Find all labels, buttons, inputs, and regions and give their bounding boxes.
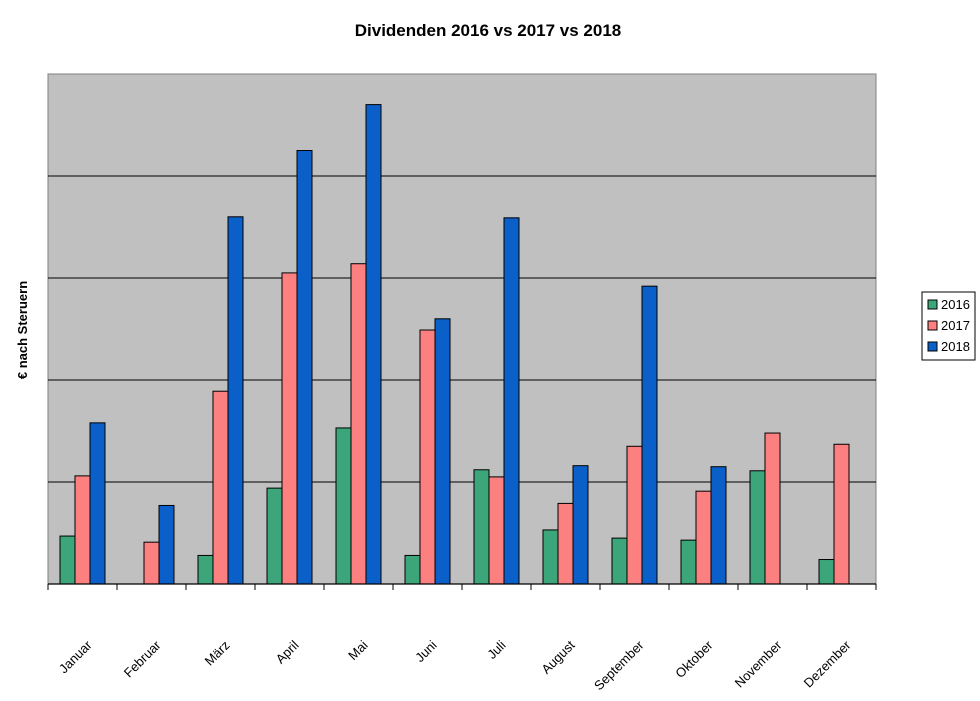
bar-2016-november — [749, 470, 766, 585]
x-tick-label: April — [273, 637, 302, 666]
bar-2016-juni — [404, 554, 421, 585]
bar-2016-januar — [59, 535, 76, 585]
bar-2016-april — [266, 487, 283, 585]
bar-2018-oktober — [710, 466, 727, 585]
x-tick-label: Dezember — [801, 637, 854, 690]
bar-2018-märz — [227, 216, 244, 585]
bar-2017-august — [557, 502, 574, 585]
y-axis-label: € nach Steruern — [15, 281, 30, 379]
bar-2017-dezember — [833, 443, 850, 585]
bar-2017-märz — [212, 390, 229, 585]
bar-2016-dezember — [818, 559, 835, 585]
bar-2017-mai — [350, 263, 367, 585]
x-tick-label: Juli — [484, 637, 508, 661]
bar-2017-juni — [419, 329, 436, 585]
bar-2017-januar — [74, 475, 91, 585]
bar-2016-oktober — [680, 539, 697, 585]
bar-2018-september — [641, 285, 658, 585]
legend-label-2016: 2016 — [941, 297, 970, 312]
x-tick-label: Februar — [121, 637, 164, 680]
bar-2018-februar — [158, 504, 175, 585]
legend-label-2018: 2018 — [941, 339, 970, 354]
x-tick-label: Mai — [345, 637, 370, 662]
bar-2017-april — [281, 272, 298, 585]
bar-2016-märz — [197, 554, 214, 585]
bar-2018-juni — [434, 318, 451, 585]
legend-swatch-2016 — [927, 299, 938, 310]
x-tick-label: Juni — [412, 637, 440, 665]
x-tick-label: Januar — [56, 637, 95, 676]
bar-2016-mai — [335, 427, 352, 585]
bar-2017-september — [626, 445, 643, 585]
bar-2017-november — [764, 432, 781, 585]
legend-swatch-2018 — [927, 341, 938, 352]
bar-2017-februar — [143, 541, 160, 585]
bar-2018-april — [296, 150, 313, 585]
legend-label-2017: 2017 — [941, 318, 970, 333]
bar-2018-mai — [365, 104, 382, 585]
bar-2016-august — [542, 529, 559, 585]
plot-area — [47, 73, 877, 585]
x-tick-label: November — [732, 637, 785, 690]
x-tick-label: Oktober — [672, 637, 716, 681]
x-tick-label: August — [538, 637, 577, 676]
chart-title: Dividenden 2016 vs 2017 vs 2018 — [355, 21, 622, 40]
bar-2017-oktober — [695, 490, 712, 585]
bar-2018-januar — [89, 422, 106, 585]
bar-2016-september — [611, 537, 628, 585]
x-tick-label: September — [591, 637, 647, 693]
legend-swatch-2017 — [927, 320, 938, 331]
x-tick-label: März — [202, 638, 233, 669]
bar-2018-august — [572, 465, 589, 585]
bar-2016-juli — [473, 469, 490, 585]
bar-2017-juli — [488, 476, 505, 585]
bar-2018-juli — [503, 217, 520, 585]
